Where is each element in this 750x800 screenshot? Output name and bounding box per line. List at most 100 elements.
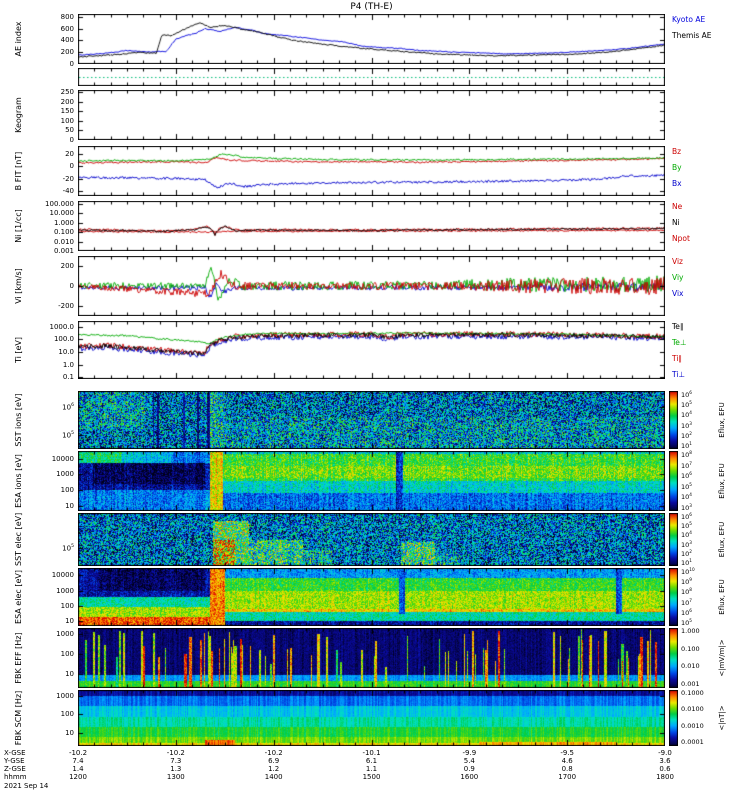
footer-value: 1.3: [170, 765, 182, 773]
time-tick-label: 1300: [166, 773, 185, 781]
fbk-scm-ytick-label: 10: [65, 728, 74, 737]
ni-density-ytick-label: 0.100: [53, 228, 74, 237]
ae-index-ytick-label: 400: [60, 36, 74, 45]
footer-value: 1.1: [365, 765, 378, 773]
ti-temperature-legend-2: Ti∥: [672, 354, 683, 363]
b-fit-legend-2: Bx: [672, 179, 682, 188]
fbk-scm-ytick-label: 1000: [56, 691, 74, 700]
esa-elec-colorbar: [669, 568, 678, 626]
b-fit-ytick-label: -40: [62, 187, 74, 195]
sst-ions-colorbar-tick: 105: [681, 400, 692, 410]
keogram-ytick-label: 0: [69, 136, 74, 144]
sst-ions-colorbar-tick: 102: [681, 430, 692, 440]
esa-ions-colorbar-tick: 103: [681, 503, 692, 513]
esa-elec-colorbar-tick: 105: [681, 618, 692, 628]
ti-temperature-plot-canvas: [78, 321, 665, 379]
b-fit-ytick-label: 20: [65, 149, 74, 158]
esa-elec-ytick-label: 1000: [56, 586, 74, 595]
footer-value: 3.6: [659, 757, 671, 765]
keogram-ytick-label: 200: [60, 97, 74, 106]
ae-index-ytick-label: 800: [60, 12, 74, 21]
sst-elec-colorbar-unit: Eflux, EFU: [718, 521, 726, 558]
fbk-eff-colorbar-tick: 0.100: [681, 644, 700, 653]
esa-ions-ytick-label: 10: [65, 502, 74, 511]
ni-density-ytick-label: 1.000: [53, 218, 74, 227]
panel-label-sst-elec: SST elec [eV]: [14, 512, 23, 566]
esa-elec-colorbar-tick: 107: [681, 597, 692, 607]
panel-label-ni-density: Ni [1/cc]: [14, 209, 23, 243]
sst-elec-colorbar-tick: 106: [681, 512, 692, 522]
keogram-ytick-label: 150: [60, 107, 74, 116]
footer-value: 6.1: [365, 757, 378, 765]
sst-ions-colorbar: [669, 391, 678, 449]
footer-row-label-y-gse: Y-GSE: [4, 757, 25, 765]
fbk-scm-colorbar-tick: 0.0010: [681, 721, 704, 730]
ti-temperature-ytick-label: 10.0: [58, 348, 74, 357]
b-fit-ytick-label: -20: [62, 174, 74, 183]
footer-value: 5.4: [463, 757, 475, 765]
ni-density-plot-canvas: [78, 201, 665, 251]
esa-ions-ytick-label: 100: [60, 486, 74, 495]
panel-label-b-fit: B FIT [nT]: [14, 151, 23, 191]
ti-temperature-ytick-label: 1.0: [62, 360, 74, 369]
fbk-eff-colorbar-tick: 0.001: [681, 680, 700, 688]
panel-label-ti-temperature: Ti [eV]: [14, 336, 23, 364]
ni-density-ytick-label: 10.000: [49, 209, 75, 218]
panel-label-fbk-scm: FBK SCM [Hz]: [14, 690, 23, 746]
fbk-eff-colorbar-tick: 1.000: [681, 627, 700, 635]
sst-elec-colorbar: [669, 513, 678, 566]
sst-ions-colorbar-tick: 106: [681, 390, 692, 400]
esa-ions-colorbar-tick: 105: [681, 481, 692, 491]
ae-index-plot-canvas: [78, 14, 665, 64]
sst-elec-plot-canvas: [78, 513, 665, 566]
footer-row-label-x-gse: X-GSE: [4, 749, 26, 757]
panel-label-esa-ions: ESA ions [eV]: [14, 454, 23, 508]
esa-elec-colorbar-tick: 1010: [681, 567, 695, 577]
esa-ions-colorbar-tick: 106: [681, 471, 692, 481]
footer-value: -9.9: [462, 749, 477, 757]
sst-ions-colorbar-unit: Eflux, EFU: [718, 402, 726, 438]
ae-index-ytick-label: 600: [60, 24, 74, 33]
fbk-scm-ytick-label: 100: [60, 710, 74, 719]
time-tick-label: 1600: [460, 773, 479, 781]
vi-velocity-legend-2: Vix: [672, 289, 684, 298]
footer-value: 0.9: [463, 765, 475, 773]
footer-value: 0.8: [561, 765, 573, 773]
sst-ions-colorbar-tick: 103: [681, 420, 692, 430]
sst-elec-colorbar-tick: 105: [681, 521, 692, 531]
footer-value: -9.5: [560, 749, 574, 757]
ni-density-ytick-label: 0.001: [53, 247, 74, 255]
footer-value: -10.2: [166, 749, 185, 757]
panel-label-ae-index: AE index: [14, 21, 23, 57]
esa-ions-colorbar: [669, 451, 678, 511]
fbk-eff-plot-canvas: [78, 628, 665, 688]
panel-label-vi-velocity: Vi [km/s]: [14, 268, 23, 304]
ni-density-legend-1: Ni: [672, 218, 680, 227]
ni-density-ytick-label: 0.010: [53, 237, 74, 246]
esa-elec-ytick-label: 100: [60, 602, 74, 611]
b-fit-ytick-label: 0: [69, 162, 74, 170]
fbk-scm-colorbar-tick: 0.0100: [681, 705, 704, 714]
vi-velocity-ytick-label: -200: [58, 302, 74, 310]
ni-density-ytick-label: 100.000: [45, 199, 74, 208]
keogram-plot-canvas: [78, 90, 665, 140]
fbk-scm-colorbar-tick: 0.0001: [681, 738, 704, 746]
sst-elec-colorbar-tick: 102: [681, 548, 692, 558]
keogram-ytick-label: 250: [60, 87, 74, 96]
panel-label-keogram: Keogram: [14, 97, 23, 133]
footer-value: 1.2: [268, 765, 280, 773]
date-label: 2021 Sep 14: [4, 782, 49, 790]
sst-ions-colorbar-tick: 104: [681, 410, 692, 420]
fbk-scm-colorbar-unit: <|nT|>: [718, 705, 726, 731]
esa-elec-colorbar-unit: Eflux, EFU: [718, 579, 726, 615]
sst-elec-colorbar-tick: 104: [681, 530, 692, 540]
sst-elec-colorbar-tick: 101: [681, 558, 692, 568]
esa-elec-plot-canvas: [78, 568, 665, 626]
fbk-eff-ytick-label: 10: [65, 670, 74, 679]
footer-value: -9.0: [658, 749, 672, 757]
vi-velocity-ytick-label: 0: [69, 282, 74, 290]
esa-elec-colorbar-tick: 108: [681, 587, 692, 597]
